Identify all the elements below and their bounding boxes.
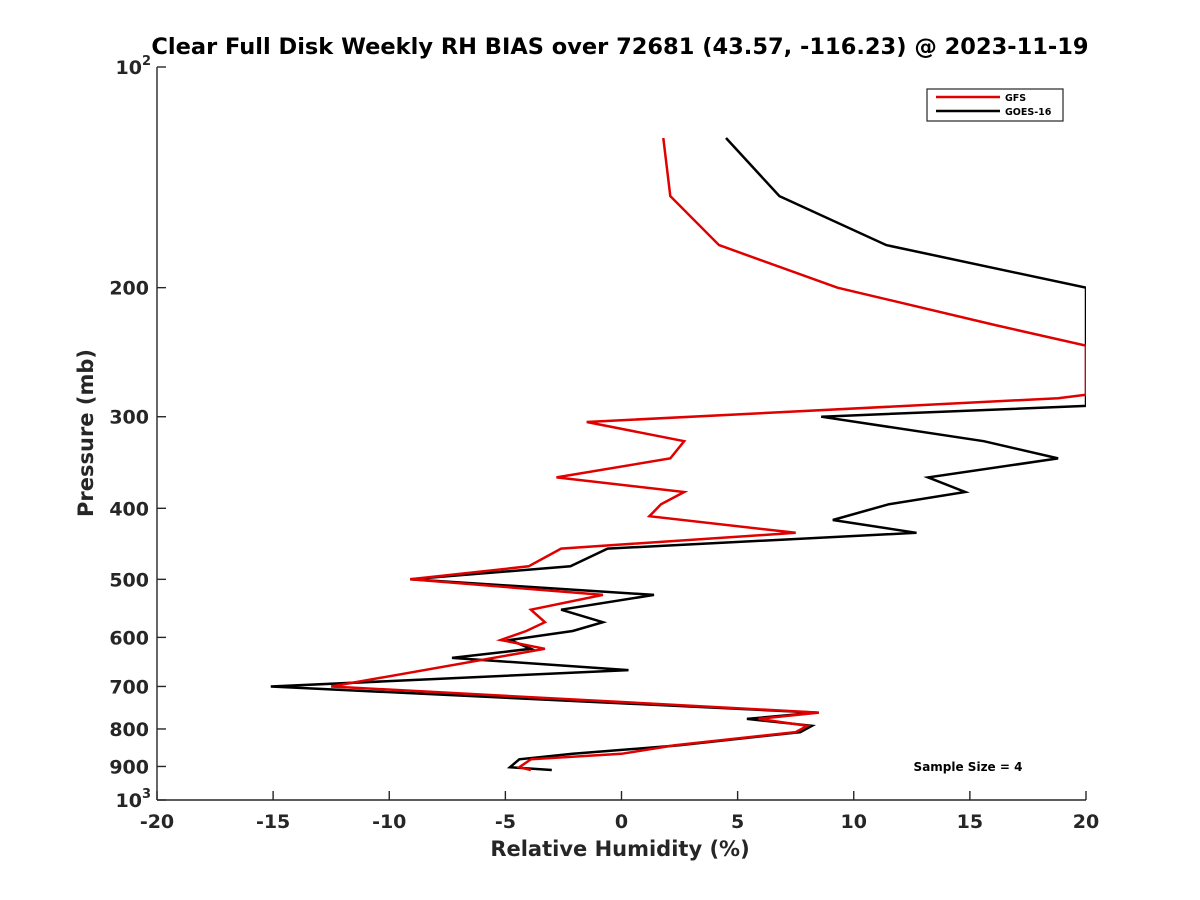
x-tick-label: -10 bbox=[372, 811, 406, 833]
y-tick-label: 200 bbox=[109, 278, 149, 300]
sample-size-annotation: Sample Size = 4 bbox=[914, 760, 1023, 774]
x-tick-label: -15 bbox=[256, 811, 290, 833]
y-tick-label: 900 bbox=[109, 756, 149, 778]
y-tick-label: 500 bbox=[109, 569, 149, 591]
y-tick-label: 103 bbox=[116, 787, 152, 812]
plot-area: -20 -15 -10 -5 0 5 10 15 20 102 200 300 400 500 600 700… bbox=[109, 54, 1099, 833]
legend-label-gfs: GFS bbox=[1005, 93, 1026, 104]
y-tick-label: 300 bbox=[109, 407, 149, 429]
legend: GFS GOES-16 bbox=[926, 88, 1064, 122]
x-axis-label: Relative Humidity (%) bbox=[490, 837, 749, 861]
y-tick-label: 700 bbox=[109, 676, 149, 698]
x-tick-label: 5 bbox=[731, 811, 744, 833]
series-line-gfs bbox=[330, 137, 1086, 772]
y-tick-label: 600 bbox=[109, 627, 149, 649]
y-tick-label: 800 bbox=[109, 719, 149, 741]
legend-box bbox=[926, 88, 1064, 122]
x-tick-label: -20 bbox=[140, 811, 174, 833]
x-tick-label: 15 bbox=[957, 811, 983, 833]
x-tick-label: 0 bbox=[615, 811, 628, 833]
legend-label-goes16: GOES-16 bbox=[1005, 107, 1052, 118]
y-axis-label: Pressure (mb) bbox=[74, 349, 98, 517]
chart-title: Clear Full Disk Weekly RH BIAS over 7268… bbox=[151, 34, 1088, 60]
x-tick-label: 20 bbox=[1073, 811, 1099, 833]
y-tick-label: 102 bbox=[116, 54, 152, 79]
y-tick-label: 400 bbox=[109, 498, 149, 520]
x-tick-label: -5 bbox=[495, 811, 516, 833]
x-tick-label: 10 bbox=[841, 811, 867, 833]
series-line-goes16 bbox=[270, 137, 1086, 772]
